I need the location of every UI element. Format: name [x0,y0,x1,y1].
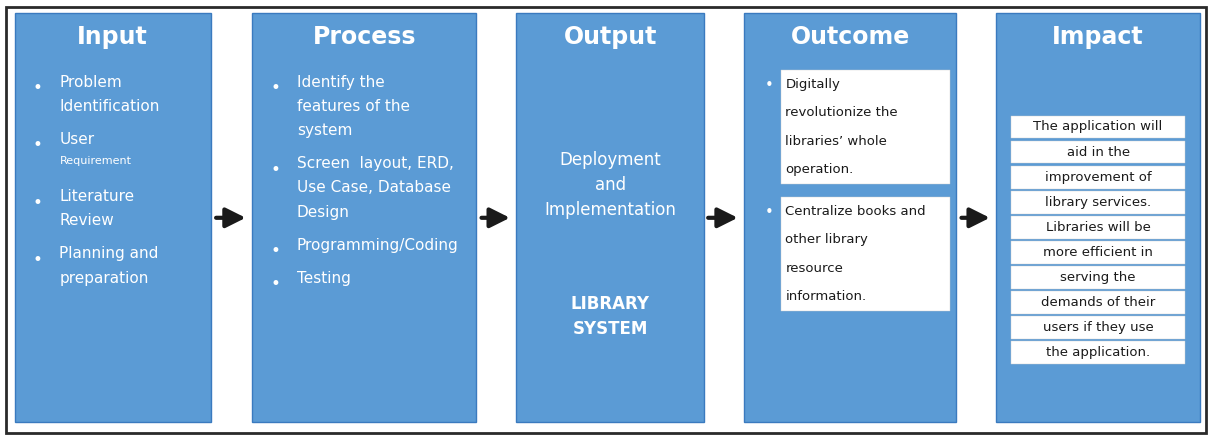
Text: Identification: Identification [59,99,160,114]
Text: Identify the: Identify the [297,75,384,90]
Text: improvement of: improvement of [1045,171,1151,183]
Text: Input: Input [78,26,148,49]
FancyBboxPatch shape [1011,166,1185,189]
Text: Output: Output [564,26,657,49]
Text: Digitally: Digitally [785,78,840,91]
Text: •: • [270,79,280,97]
Text: demands of their: demands of their [1041,296,1155,309]
Text: preparation: preparation [59,271,149,286]
Text: Review: Review [59,213,114,228]
Text: •: • [765,78,773,93]
Text: Programming/Coding: Programming/Coding [297,238,458,253]
Text: information.: information. [785,290,867,303]
Text: User: User [59,132,95,147]
Text: Use Case, Database: Use Case, Database [297,180,451,195]
Text: the application.: the application. [1046,346,1150,359]
Text: serving the: serving the [1060,271,1136,284]
Text: •: • [33,194,42,212]
FancyBboxPatch shape [1011,116,1185,138]
Text: revolutionize the: revolutionize the [785,106,898,120]
Text: LIBRARY
SYSTEM: LIBRARY SYSTEM [571,294,650,337]
Text: Impact: Impact [1052,26,1144,49]
Text: aid in the: aid in the [1067,146,1130,158]
Text: Design: Design [297,205,350,220]
Text: Planning and: Planning and [59,246,159,261]
Text: more efficient in: more efficient in [1044,246,1153,259]
Text: The application will: The application will [1034,121,1162,133]
Text: Libraries will be: Libraries will be [1046,221,1150,234]
FancyBboxPatch shape [1011,141,1185,164]
Text: •: • [270,161,280,179]
FancyBboxPatch shape [1011,341,1185,364]
Text: operation.: operation. [785,163,853,176]
FancyBboxPatch shape [1011,216,1185,239]
Text: resource: resource [785,261,844,275]
Text: Requirement: Requirement [59,156,131,166]
Text: •: • [33,136,42,154]
Text: •: • [33,251,42,269]
Text: other library: other library [785,233,868,246]
Text: libraries’ whole: libraries’ whole [785,135,887,148]
Text: •: • [765,205,773,220]
FancyBboxPatch shape [1011,291,1185,314]
Text: Screen  layout, ERD,: Screen layout, ERD, [297,156,453,171]
FancyBboxPatch shape [516,13,704,422]
Text: Testing: Testing [297,271,350,286]
Text: Process: Process [313,26,416,49]
FancyBboxPatch shape [781,197,950,311]
Text: Literature: Literature [59,189,135,204]
FancyBboxPatch shape [1011,191,1185,214]
Text: features of the: features of the [297,99,410,114]
FancyBboxPatch shape [6,7,1206,433]
Text: Problem: Problem [59,75,122,90]
FancyBboxPatch shape [1011,241,1185,264]
Text: •: • [33,79,42,97]
Text: •: • [270,275,280,293]
FancyBboxPatch shape [1011,316,1185,339]
Text: library services.: library services. [1045,196,1151,209]
Text: users if they use: users if they use [1042,321,1154,334]
Text: Deployment
and
Implementation: Deployment and Implementation [544,151,676,219]
FancyBboxPatch shape [781,70,950,184]
Text: Centralize books and: Centralize books and [785,205,926,218]
Text: •: • [270,242,280,260]
FancyBboxPatch shape [744,13,956,422]
Text: system: system [297,123,353,138]
FancyBboxPatch shape [252,13,476,422]
FancyBboxPatch shape [996,13,1200,422]
FancyBboxPatch shape [1011,266,1185,289]
Text: Outcome: Outcome [790,26,910,49]
FancyBboxPatch shape [15,13,211,422]
